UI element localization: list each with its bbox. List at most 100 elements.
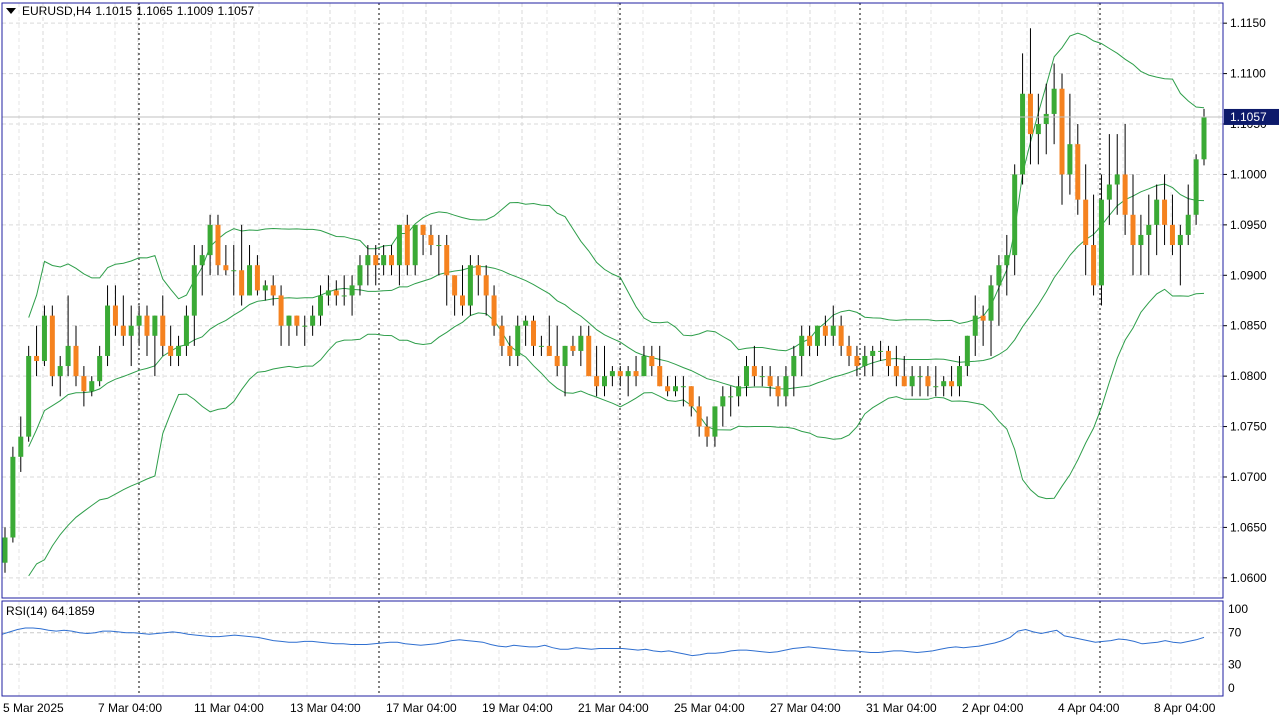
candle-bull [1106,134,1112,225]
candle-body [420,224,426,235]
candle-bear [554,325,560,377]
collapse-triangle-icon[interactable] [6,8,16,14]
candle-bull [1138,214,1144,276]
candle-body [318,295,324,316]
candle-body [10,456,16,538]
candle-body [73,345,79,377]
candle-body [26,355,32,437]
candle-bear [444,234,450,306]
candle-bull [917,366,923,397]
candle-bull [878,340,884,362]
candle-body [1059,88,1065,175]
rsi-tick-label: 30 [1228,657,1242,671]
candle-bull [791,345,797,397]
candle-body [878,350,884,352]
candle-bull [964,335,970,377]
candle-body [444,245,450,276]
candle-body [286,315,292,326]
candle-bear [499,315,505,356]
candle-bull [1185,184,1191,246]
candle-bear [144,305,150,356]
candle-bear [704,416,710,447]
candle-bull [602,345,607,397]
candle-body [231,270,237,272]
candle-body [609,371,615,377]
candle-body [807,335,813,346]
candle-body [538,345,544,347]
candle-bull [396,224,402,286]
candle-bull [152,315,158,377]
candle-body [523,320,529,326]
candle-body [199,255,205,266]
candle-body [1020,93,1026,175]
candle-bear [893,345,899,387]
candle-bear [73,325,79,387]
candle-bear [278,285,284,346]
candle-bear [223,245,229,276]
candle-body [460,295,466,306]
candle-body [325,290,331,296]
candle-body [917,376,923,378]
candle-body [97,355,103,382]
low-value: 1.1009 [176,4,214,18]
candle-body [160,315,166,346]
y-tick-label: 1.0750 [1230,420,1267,434]
candle-bear [389,245,395,276]
candle-body [578,335,584,351]
candle-body [1035,124,1041,135]
candle-bull [933,366,939,397]
candle-bear [160,295,166,356]
candle-bull [1177,224,1183,286]
candle-body [602,376,607,387]
open-value: 1.1015 [95,4,133,18]
candle-body [885,350,891,367]
y-tick-label: 1.1000 [1230,167,1267,181]
candle-body [215,224,221,266]
candle-bear [168,325,174,367]
candle-body [909,376,915,387]
candle-bear [239,224,245,306]
candle-bear [1075,124,1081,215]
candle-body [704,426,710,437]
x-tick-label: 17 Mar 04:00 [386,701,457,715]
candle-body [956,366,962,387]
candle-bull [97,345,103,387]
candle-bull [57,355,63,397]
y-tick-label: 1.0900 [1230,268,1267,282]
candle-bull [41,305,47,367]
candle-bull [1020,53,1026,185]
candle-bull [862,345,868,377]
candle-body [586,335,592,377]
candle-body [838,325,844,346]
candle-body [278,295,284,326]
grid [2,3,1223,696]
candle-bull [26,345,32,442]
candle-bear [1059,73,1065,205]
candle-bull [2,527,8,573]
candle-body [570,345,576,351]
candle-body [223,265,229,271]
candle-body [665,386,671,392]
candle-bear [483,265,489,316]
candle-body [949,381,955,387]
candle-bull [830,305,836,346]
candle-bear [81,366,87,407]
x-tick-label: 31 Mar 04:00 [866,701,937,715]
candle-bull [341,275,347,306]
candle-bear [491,285,497,336]
candle-bear [901,355,907,387]
candle-bull [1051,63,1057,145]
candle-bull [357,255,363,296]
candle-bull [1004,234,1010,296]
candle-body [262,285,268,291]
y-tick-label: 1.0850 [1230,319,1267,333]
candle-bull [412,224,418,276]
candle-body [499,325,505,346]
candle-bear [822,315,828,346]
candle-body [759,376,765,378]
candle-bull [128,305,134,367]
candle-bull [262,280,268,301]
candle-body [1169,224,1175,246]
candle-bull [183,305,189,356]
